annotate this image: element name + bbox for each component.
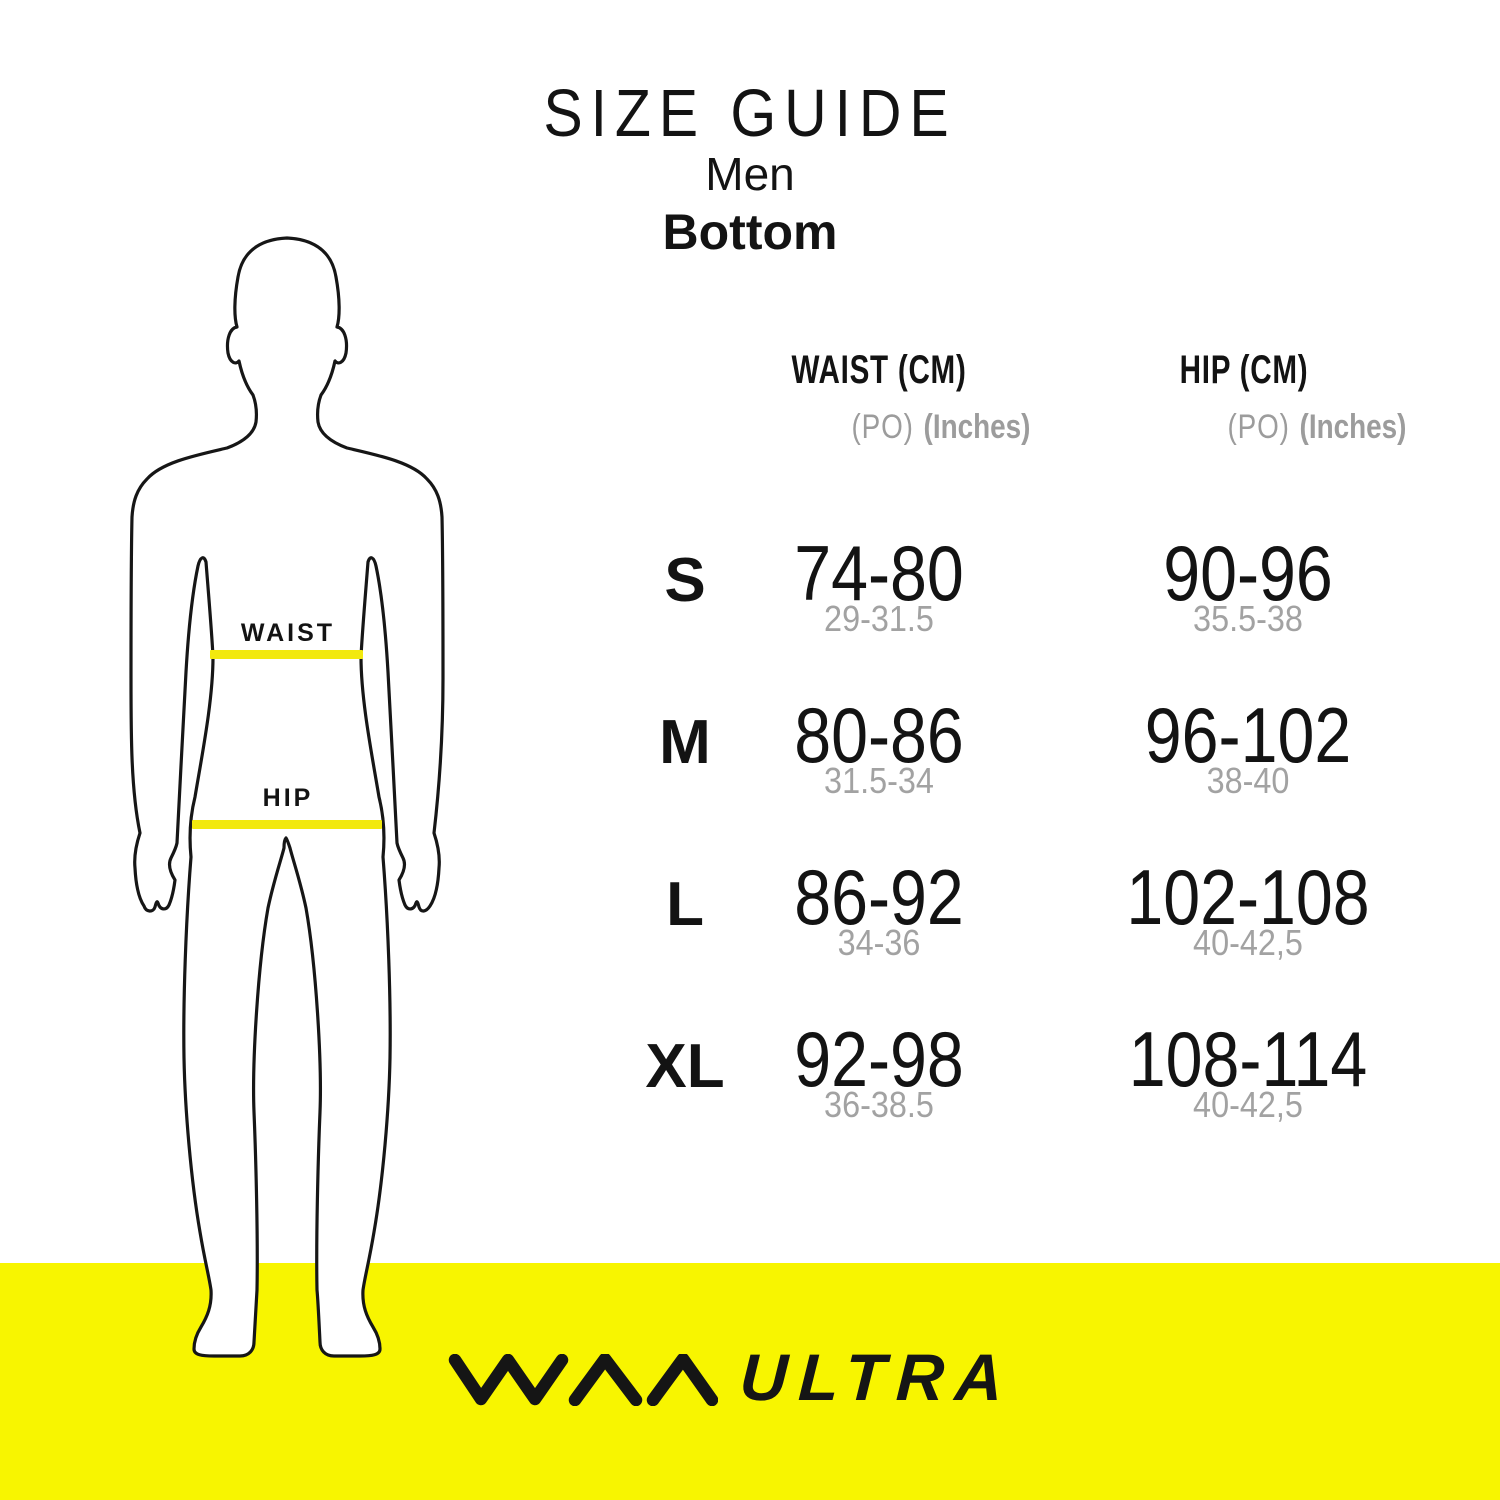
waist-label: WAIST: [240, 619, 336, 647]
size-row-s-hip-cm: 90-96: [1163, 529, 1333, 617]
waa-logo-icon: [448, 1354, 718, 1406]
body-silhouette-path: [129, 236, 445, 1358]
waist-po-label: (PO): [851, 408, 914, 446]
size-row-l-waist-cm: 86-92: [794, 853, 964, 941]
size-row-m-waist-cm: 80-86: [794, 691, 964, 779]
subtitle-gender: Men: [705, 148, 795, 200]
size-row-l-hip-inches: 40-42,5: [1193, 922, 1303, 963]
hip-inches-label: (Inches): [1299, 408, 1407, 446]
size-row-s-waist-cm: 74-80: [794, 529, 964, 617]
waa-w-glyph: [448, 1354, 569, 1406]
size-row-xl-label: XL: [645, 1032, 725, 1101]
subtitle-category: Bottom: [662, 204, 838, 260]
hip-label: HIP: [262, 784, 314, 812]
size-row-l-label: L: [666, 870, 704, 939]
hip-column-subheader: (PO) (Inches): [1228, 410, 1407, 444]
hip-measure-line: [192, 820, 382, 829]
size-row-xl-hip-cm: 108-114: [1128, 1015, 1368, 1103]
brand-wordmark-ultra: ULTRA: [738, 1340, 1016, 1414]
hip-po-label: (PO): [1227, 408, 1290, 446]
size-row-m-waist-inches: 31.5-34: [824, 760, 934, 801]
waa-a1-glyph: [568, 1354, 643, 1406]
waa-a2-glyph: [646, 1354, 718, 1406]
size-row-s-waist-inches: 29-31.5: [824, 598, 934, 639]
waist-inches-label: (Inches): [923, 408, 1031, 446]
waist-column-subheader: (PO) (Inches): [852, 410, 1031, 444]
size-row-m-hip-cm: 96-102: [1144, 691, 1352, 779]
size-row-l-hip-cm: 102-108: [1126, 853, 1370, 941]
size-row-m-label: M: [659, 708, 711, 777]
size-row-s-label: S: [664, 546, 706, 615]
waist-measure-line: [210, 650, 363, 659]
size-row-m-hip-inches: 38-40: [1206, 760, 1290, 801]
size-row-s-hip-inches: 35.5-38: [1193, 598, 1303, 639]
size-row-l-waist-inches: 34-36: [837, 922, 921, 963]
size-row-xl-waist-inches: 36-38.5: [824, 1084, 934, 1125]
hip-column-header: HIP (CM): [1179, 348, 1309, 392]
size-row-xl-waist-cm: 92-98: [794, 1015, 964, 1103]
size-row-xl-hip-inches: 40-42,5: [1193, 1084, 1303, 1125]
waist-column-header: WAIST (CM): [791, 348, 967, 392]
page-title: SIZE GUIDE: [543, 76, 957, 151]
